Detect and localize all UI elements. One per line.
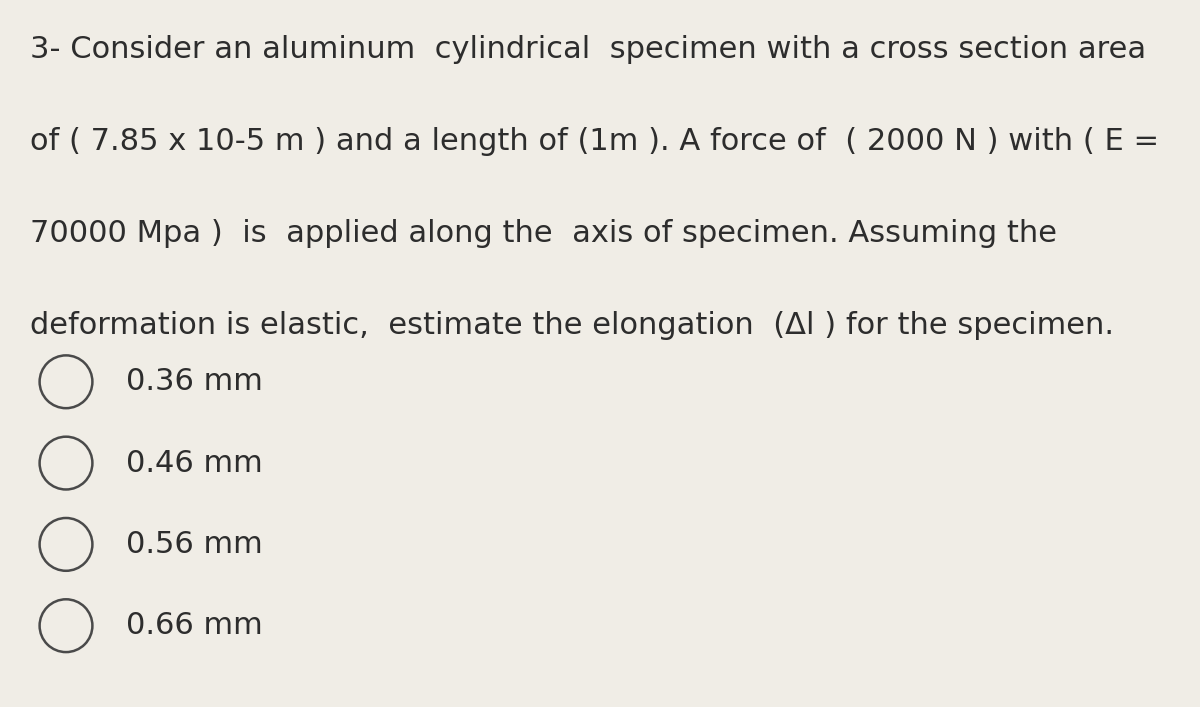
Text: 0.66 mm: 0.66 mm — [126, 611, 263, 641]
Text: 0.56 mm: 0.56 mm — [126, 530, 263, 559]
Text: deformation is elastic,  estimate the elongation  (Δl ) for the specimen.: deformation is elastic, estimate the elo… — [30, 311, 1114, 340]
Text: 0.46 mm: 0.46 mm — [126, 448, 263, 478]
Text: 0.36 mm: 0.36 mm — [126, 367, 263, 397]
Text: 70000 Mpa )  is  applied along the  axis of specimen. Assuming the: 70000 Mpa ) is applied along the axis of… — [30, 219, 1057, 248]
Text: of ( 7.85 x 10-5 m ) and a length of (1m ). A force of  ( 2000 N ) with ( E =: of ( 7.85 x 10-5 m ) and a length of (1m… — [30, 127, 1159, 156]
Text: 3- Consider an aluminum  cylindrical  specimen with a cross section area: 3- Consider an aluminum cylindrical spec… — [30, 35, 1146, 64]
